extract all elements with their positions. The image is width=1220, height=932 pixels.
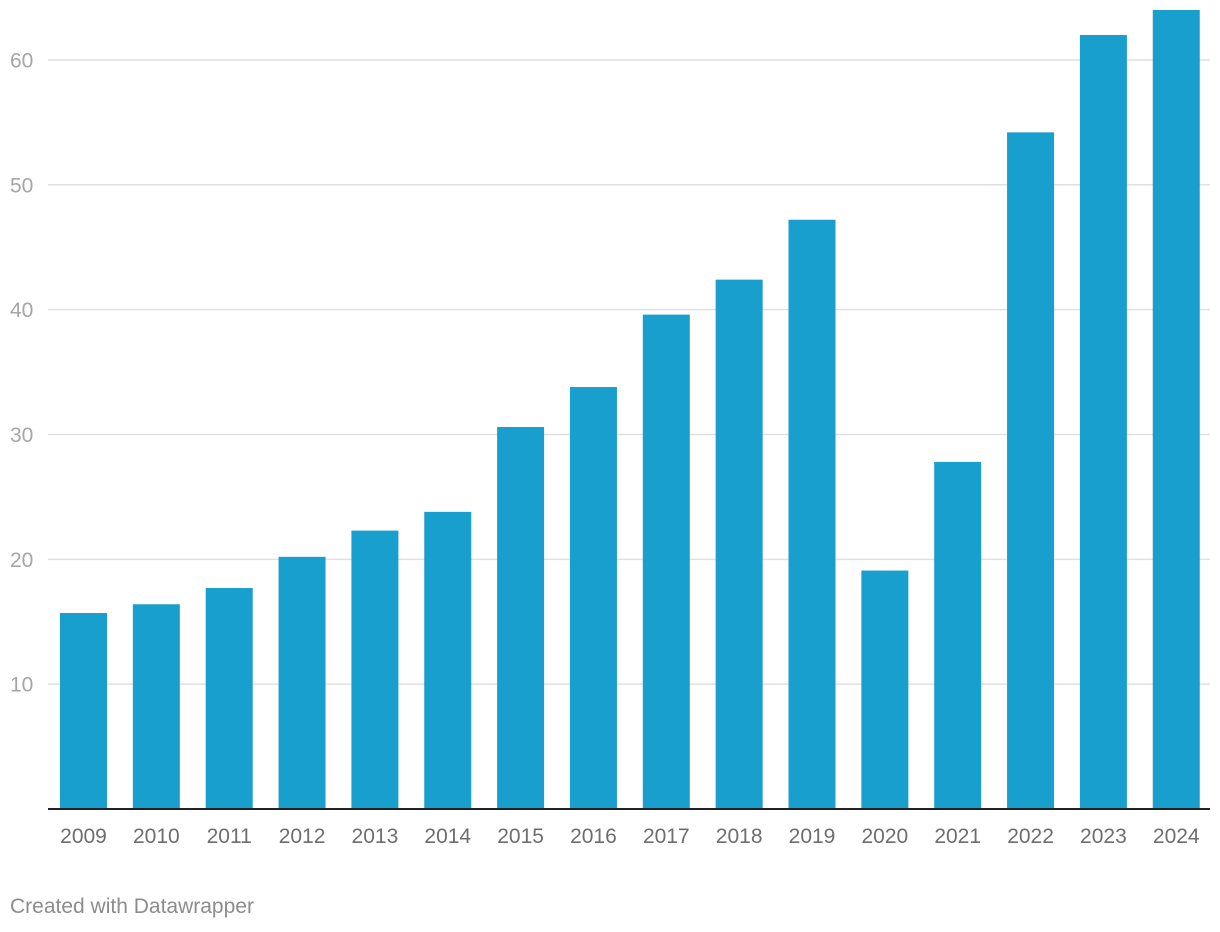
y-tick-label-50: 50 [10, 174, 33, 197]
bar-2023 [1079, 34, 1127, 810]
x-tick-label-2017: 2017 [643, 825, 690, 848]
x-tick-label-2022: 2022 [1007, 825, 1054, 848]
x-tick-label-2012: 2012 [279, 825, 326, 848]
bar-2011 [205, 588, 253, 809]
bar-2016 [569, 387, 617, 809]
y-tick-label-10: 10 [10, 674, 33, 697]
bar-2014 [424, 511, 472, 809]
x-tick-label-2009: 2009 [60, 825, 107, 848]
x-axis-ticks: 2009 2010 2011 2012 2013 2014 2015 2016 2017 2018… [60, 825, 1200, 848]
bar-2019 [788, 219, 836, 810]
bar-2012 [278, 556, 326, 809]
x-tick-label-2024: 2024 [1153, 825, 1200, 848]
x-tick-label-2014: 2014 [424, 825, 471, 848]
x-tick-label-2011: 2011 [207, 825, 252, 848]
bar-2024 [1152, 10, 1200, 809]
bar-2013 [351, 530, 399, 809]
y-tick-label-30: 30 [10, 424, 33, 447]
x-tick-label-2020: 2020 [861, 825, 908, 848]
x-tick-label-2015: 2015 [497, 825, 544, 848]
bar-2021 [934, 461, 982, 809]
y-tick-label-40: 40 [10, 299, 33, 322]
x-tick-label-2023: 2023 [1080, 825, 1127, 848]
x-tick-label-2016: 2016 [570, 825, 617, 848]
bar-2009 [60, 613, 107, 809]
y-axis-ticks: 10 20 30 40 50 60 [10, 49, 33, 696]
bar-2018 [715, 279, 763, 809]
bar-2015 [497, 426, 545, 809]
x-tick-label-2021: 2021 [934, 825, 981, 848]
bar-2010 [132, 604, 180, 809]
bar-chart: 10 20 30 40 50 60 2009 2010 2011 2012 2013 2014 201… [10, 10, 1210, 848]
bar-2022 [1007, 132, 1055, 810]
bar-2020 [861, 570, 909, 809]
x-tick-label-2018: 2018 [716, 825, 763, 848]
bars [60, 10, 1200, 810]
y-tick-label-20: 20 [10, 549, 33, 572]
credit-footer: Created with Datawrapper [10, 895, 254, 918]
x-tick-label-2019: 2019 [789, 825, 836, 848]
x-tick-label-2010: 2010 [133, 825, 180, 848]
x-tick-label-2013: 2013 [352, 825, 399, 848]
bar-2017 [642, 314, 690, 809]
y-tick-label-60: 60 [10, 49, 33, 72]
